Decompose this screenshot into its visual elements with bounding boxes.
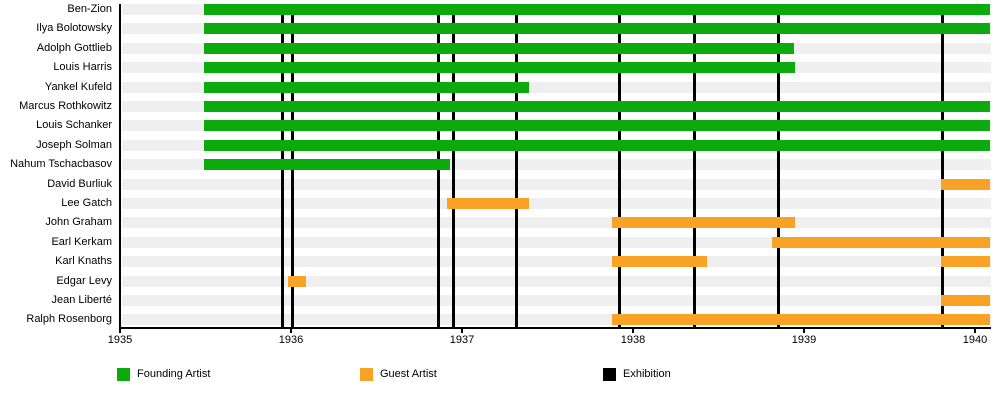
- x-tick-label: 1937: [449, 334, 475, 346]
- legend-label-exhibition: Exhibition: [623, 368, 671, 380]
- exhibition-line: [693, 4, 697, 329]
- row-label: Karl Knaths: [55, 255, 112, 268]
- row-band: [122, 314, 991, 326]
- guest-artist-swatch-icon: [360, 368, 373, 381]
- row-label: Ben-Zion: [67, 3, 112, 15]
- founding-artist-bar: [203, 81, 529, 93]
- x-tick-label: 1935: [107, 334, 133, 346]
- founding-artist-bar: [203, 120, 991, 132]
- row-band: [122, 198, 991, 209]
- row-band: [122, 178, 991, 190]
- founding-artist-bar: [203, 4, 991, 15]
- row-label: Edgar Levy: [56, 274, 112, 287]
- exhibition-line: [451, 4, 455, 329]
- row-label: Louis Schanker: [36, 119, 112, 132]
- x-tick-label: 1939: [791, 334, 817, 346]
- exhibition-line: [776, 4, 780, 329]
- guest-artist-bar: [287, 275, 307, 287]
- x-tick: [461, 329, 463, 333]
- row-label: Nahum Tschacbasov: [10, 158, 112, 171]
- row-label: Ralph Rosenborg: [26, 313, 112, 326]
- legend-label-founding: Founding Artist: [137, 368, 211, 380]
- row-label: Louis Harris: [53, 61, 112, 74]
- x-tick-label: 1940: [962, 334, 988, 346]
- x-tick: [974, 329, 976, 333]
- founding-artist-bar: [203, 62, 796, 74]
- guest-artist-bar: [612, 256, 707, 268]
- founding-artist-swatch-icon: [117, 368, 130, 381]
- x-axis-line: [119, 327, 991, 329]
- row-band: [122, 159, 991, 171]
- row-label: Yankel Kufeld: [44, 80, 112, 93]
- exhibition-swatch-icon: [603, 368, 616, 381]
- guest-artist-bar: [446, 198, 529, 209]
- founding-artist-bar: [203, 23, 991, 35]
- guest-artist-bar: [771, 236, 991, 248]
- row-band: [122, 295, 991, 306]
- x-tick-label: 1936: [278, 334, 304, 346]
- guest-artist-bar: [940, 295, 991, 306]
- row-label: Earl Kerkam: [51, 235, 112, 248]
- row-label: David Burliuk: [47, 177, 112, 190]
- founding-artist-bar: [203, 159, 451, 171]
- row-band: [122, 81, 991, 93]
- row-label: Ilya Bolotowsky: [36, 22, 112, 35]
- row-label: Lee Gatch: [61, 197, 112, 209]
- founding-artist-bar: [203, 139, 991, 151]
- x-tick-label: 1938: [620, 334, 646, 346]
- guest-artist-bar: [612, 217, 796, 229]
- x-tick: [803, 329, 805, 333]
- row-band: [122, 256, 991, 268]
- row-label: John Graham: [45, 216, 112, 229]
- y-axis-line: [119, 4, 121, 331]
- row-band: [122, 236, 991, 248]
- x-tick: [290, 329, 292, 333]
- exhibition-line: [941, 4, 944, 329]
- exhibition-line: [617, 4, 621, 329]
- founding-artist-bar: [203, 101, 991, 112]
- row-label: Joseph Solman: [36, 138, 112, 151]
- row-label: Jean Liberté: [51, 294, 112, 306]
- founding-artist-bar: [203, 42, 794, 54]
- x-tick: [632, 329, 634, 333]
- guest-artist-bar: [940, 178, 991, 190]
- guest-artist-bar: [612, 314, 991, 326]
- row-label: Adolph Gottlieb: [36, 41, 112, 54]
- x-tick: [119, 329, 121, 333]
- legend-label-guest: Guest Artist: [380, 368, 437, 380]
- guest-artist-bar: [940, 256, 991, 268]
- exhibition-line: [515, 4, 519, 329]
- row-band: [122, 275, 991, 287]
- row-label: Marcus Rothkowitz: [19, 100, 112, 112]
- row-band: [122, 217, 991, 229]
